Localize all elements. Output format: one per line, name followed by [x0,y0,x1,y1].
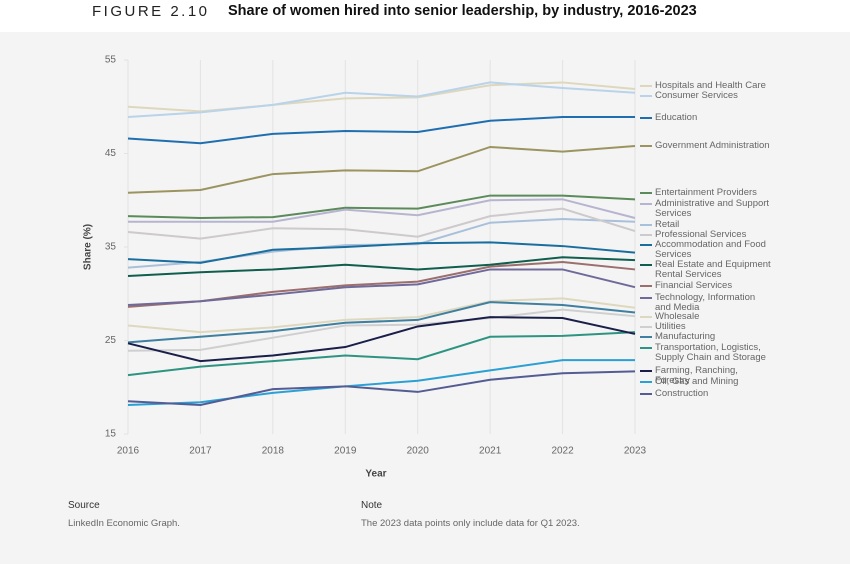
series-line [127,297,636,334]
legend-label: Construction [655,387,709,399]
legend-label: Government Administration [655,139,770,151]
y-tick-label: 55 [105,55,117,66]
series-line [127,268,636,306]
series-line [127,370,636,407]
x-tick-label: 2019 [334,446,357,457]
legend-label: Farming, Ranching, Forestry [655,364,738,386]
legend-label: Financial Services [655,279,733,291]
series-line [127,116,635,145]
series-line [127,217,636,269]
series-line [127,145,636,194]
y-tick-label: 45 [105,148,117,159]
x-tick-label: 2016 [117,446,140,457]
y-axis-label: Share (%) [83,224,94,270]
series-line [127,316,636,363]
chart-title: Share of women hired into senior leaders… [228,3,697,19]
source-text: LinkedIn Economic Graph. [68,518,180,529]
source-heading: Source [68,500,100,511]
figure-label: FIGURE 2.10 [92,3,210,20]
series-line [127,331,636,377]
x-tick-label: 2021 [479,446,502,457]
legend-label: Real Estate and Equipment Rental Service… [655,258,771,280]
legend-label: Administrative and Support Services [655,197,770,219]
x-tick-label: 2017 [189,446,212,457]
y-tick-label: 25 [105,335,117,346]
legend-label: Professional Services [655,228,747,240]
series-line [127,207,636,240]
y-tick-label: 15 [105,429,117,440]
series-line [127,301,636,344]
series-line [128,198,636,223]
legend-label: Entertainment Providers [655,186,757,198]
legend-label: Manufacturing [655,330,716,342]
series-line [127,241,636,264]
x-tick-label: 2020 [407,446,430,457]
legend-label: Wholesale [655,310,700,322]
series-line [127,359,635,407]
legend-label: Transportation, Logistics, Supply Chain … [655,341,766,363]
legend-label: Hospitals and Health Care [655,79,766,91]
x-tick-label: 2018 [262,446,285,457]
legend-label: Technology, Information and Media [655,291,756,313]
x-axis-label: Year [365,469,386,480]
series-line [127,256,636,277]
y-tick-label: 35 [105,242,117,253]
x-tick-label: 2022 [551,446,574,457]
legend-label: Retail [655,218,680,230]
legend-label: Consumer Services [655,89,738,101]
panel [0,32,850,564]
note-text: The 2023 data points only include data f… [361,518,580,529]
series-line [127,308,636,352]
series-line [127,194,636,220]
legend-label: Utilities [655,320,686,332]
legend-label: Oil, Gas and Mining [655,375,739,387]
legend-label: Accommodation and Food Services [655,238,766,260]
series-line [127,81,636,119]
note-heading: Note [361,500,383,511]
x-tick-label: 2023 [624,446,647,457]
legend-label: Education [655,111,698,123]
